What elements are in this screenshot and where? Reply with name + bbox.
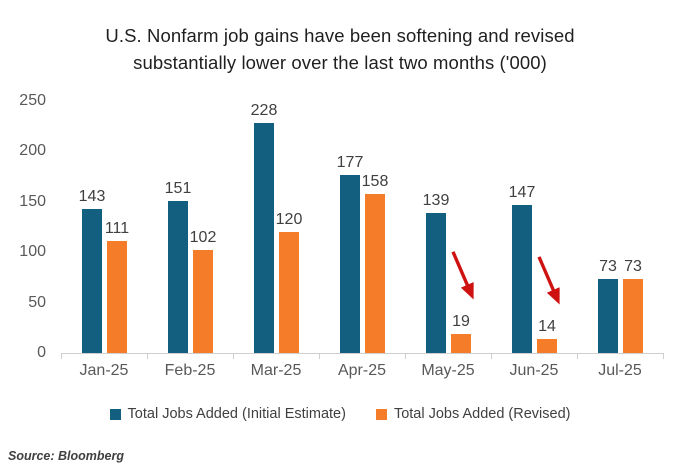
bar-revised — [193, 250, 213, 353]
chart-title-line1: U.S. Nonfarm job gains have been softeni… — [105, 25, 575, 46]
bar-initial-estimate — [340, 175, 360, 353]
y-tick-label: 0 — [37, 344, 46, 361]
x-axis-tick — [405, 353, 406, 359]
bar-value-label: 73 — [624, 258, 642, 275]
bar-revised — [537, 339, 557, 353]
x-axis-tick — [61, 353, 62, 359]
revision-arrow-icon — [451, 251, 474, 300]
category-group: 228 120 Mar-25 — [233, 101, 319, 379]
y-axis: 0 50 100 150 200 250 — [0, 92, 46, 361]
annotation-arrow-layer — [451, 251, 560, 305]
chart-title-line2: substantially lower over the last two mo… — [133, 52, 547, 73]
revision-arrow-icon — [537, 256, 560, 305]
bar-initial-estimate — [426, 213, 446, 353]
bar-value-label: 158 — [361, 173, 389, 190]
bar-value-label: 14 — [538, 318, 556, 335]
bar-value-label: 111 — [104, 220, 130, 237]
bar-value-label: 139 — [422, 192, 450, 209]
bar-initial-estimate — [598, 279, 618, 353]
legend-item-initial: Total Jobs Added (Initial Estimate) — [109, 406, 346, 422]
legend-label: Total Jobs Added (Revised) — [393, 406, 571, 422]
source-attribution: Source: Bloomberg — [8, 449, 124, 463]
x-axis-tick — [491, 353, 492, 359]
x-axis-tick — [147, 353, 148, 359]
category-group: 139 19 May-25 — [405, 101, 491, 379]
bar-revised — [279, 232, 299, 353]
legend-swatch — [109, 408, 121, 420]
x-axis-label: Mar-25 — [250, 362, 302, 379]
y-tick-label: 250 — [19, 92, 46, 109]
chart-title: U.S. Nonfarm job gains have been softeni… — [0, 22, 680, 76]
category-group: 151 102 Feb-25 — [147, 101, 233, 379]
x-axis-tick — [663, 353, 664, 359]
category-group: 147 14 Jun-25 — [491, 101, 577, 379]
category-group: 143 111 Jan-25 — [61, 101, 147, 379]
legend: Total Jobs Added (Initial Estimate) Tota… — [0, 406, 680, 422]
bar-initial-estimate — [82, 209, 102, 353]
category-group: 73 73 Jul-25 — [577, 101, 663, 379]
bar-value-label: 177 — [336, 154, 364, 171]
plot-area: 143 111 Jan-25 151 102 Feb-25 228 120 Mar-25 177 1… — [61, 101, 664, 379]
bar-value-label: 143 — [78, 188, 106, 205]
bar-revised — [107, 241, 127, 353]
bar-value-label: 151 — [164, 180, 192, 197]
bar-initial-estimate — [168, 201, 188, 353]
legend-label: Total Jobs Added (Initial Estimate) — [127, 406, 346, 422]
category-group: 177 158 Apr-25 — [319, 101, 405, 379]
x-axis-label: Apr-25 — [337, 362, 387, 379]
bar-value-label: 147 — [508, 184, 536, 201]
bar-value-label: 228 — [250, 102, 278, 119]
x-axis-tick — [233, 353, 234, 359]
bar-revised — [365, 194, 385, 353]
y-tick-label: 100 — [19, 243, 46, 261]
bar-revised — [451, 334, 471, 353]
y-tick-label: 50 — [28, 293, 46, 311]
x-axis-label: Feb-25 — [164, 362, 216, 379]
x-axis-tick — [319, 353, 320, 359]
y-tick-label: 200 — [19, 142, 46, 160]
x-axis-tick — [577, 353, 578, 359]
bar-value-label: 19 — [452, 313, 470, 330]
x-axis-label: May-25 — [421, 362, 475, 379]
x-axis-label: Jul-25 — [598, 362, 642, 379]
bar-revised — [623, 279, 643, 353]
legend-item-revised: Total Jobs Added (Revised) — [375, 406, 571, 422]
x-axis-label: Jan-25 — [79, 362, 129, 379]
bar-value-label: 102 — [189, 229, 217, 246]
bar-initial-estimate — [254, 123, 274, 353]
legend-swatch — [375, 408, 387, 420]
bar-value-label: 120 — [275, 211, 303, 228]
x-axis-label: Jun-25 — [509, 362, 559, 379]
bar-value-label: 73 — [599, 258, 617, 275]
y-tick-label: 150 — [19, 192, 46, 210]
bar-initial-estimate — [512, 205, 532, 353]
